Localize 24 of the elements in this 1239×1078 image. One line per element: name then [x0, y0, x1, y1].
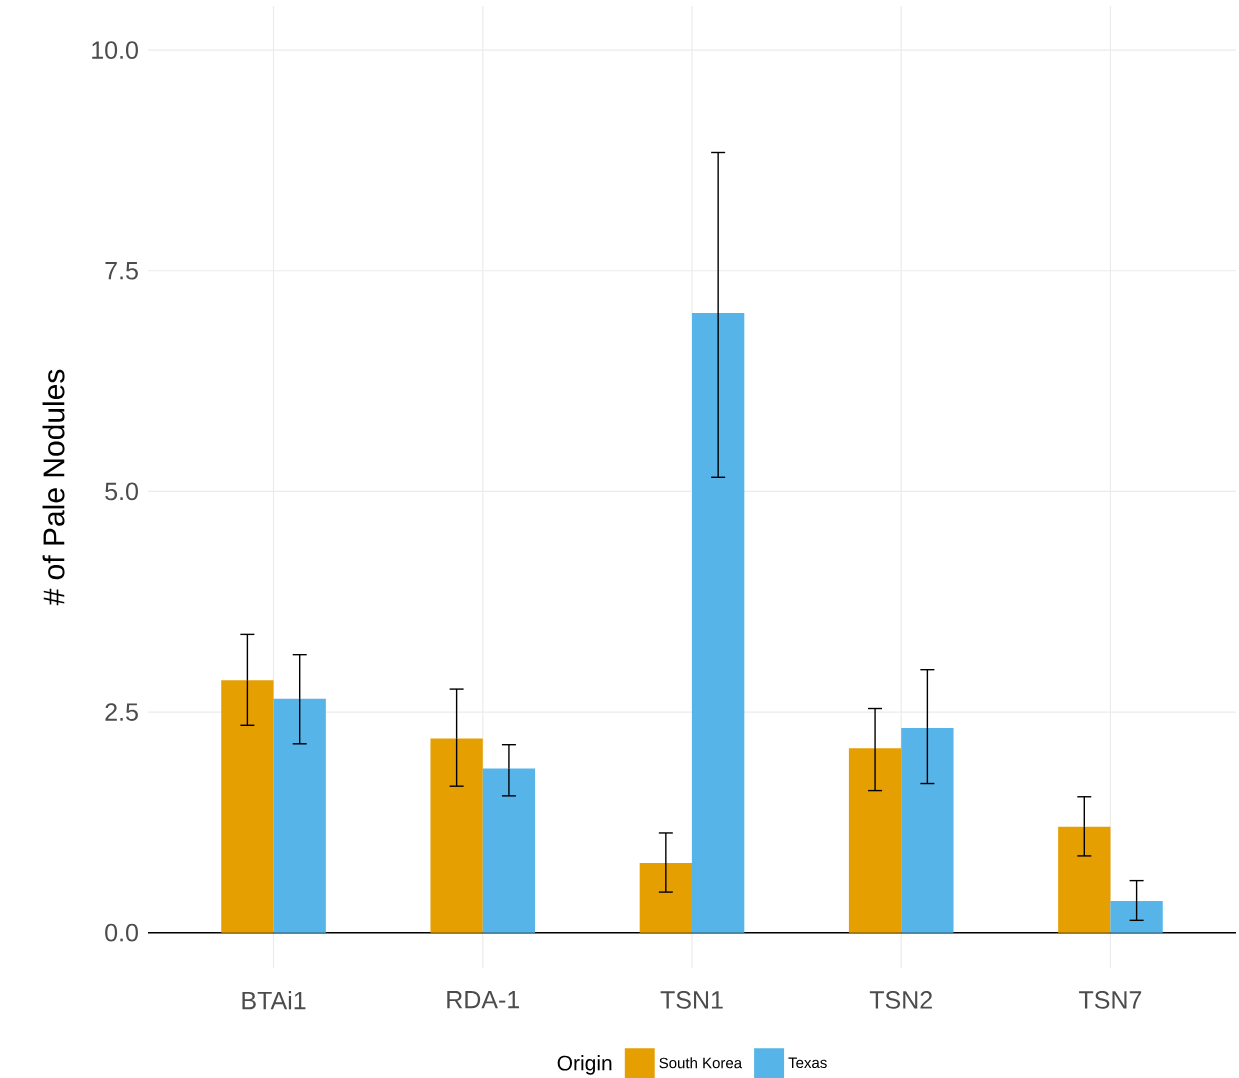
bar: [273, 698, 326, 933]
bar: [430, 738, 483, 933]
y-axis-title: # of Pale Nodules: [42, 369, 65, 606]
legend-label: Texas: [788, 1057, 827, 1069]
y-tick-label: 0.0: [105, 923, 138, 942]
bar: [221, 680, 274, 933]
y-tick-label: 5.0: [105, 482, 138, 501]
bar: [848, 748, 902, 933]
y-tick-label: 7.5: [105, 262, 138, 280]
bar: [1110, 900, 1163, 933]
x-tick-label: BTAi1: [242, 991, 306, 1010]
x-tick-label: TSN2: [869, 991, 932, 1009]
bar: [901, 727, 954, 933]
x-tick-label: TSN7: [1079, 991, 1142, 1009]
bar: [639, 862, 692, 933]
y-tick-label: 10.0: [92, 41, 138, 59]
x-tick-label: RDA-1: [447, 991, 520, 1009]
bar: [691, 313, 745, 933]
bar: [1058, 826, 1111, 933]
y-tick-label: 2.5: [105, 703, 138, 721]
legend-title: Origin: [557, 1055, 612, 1075]
x-tick-label: TSN1: [660, 991, 723, 1009]
legend-label: South Korea: [659, 1057, 743, 1069]
bar: [482, 768, 536, 933]
